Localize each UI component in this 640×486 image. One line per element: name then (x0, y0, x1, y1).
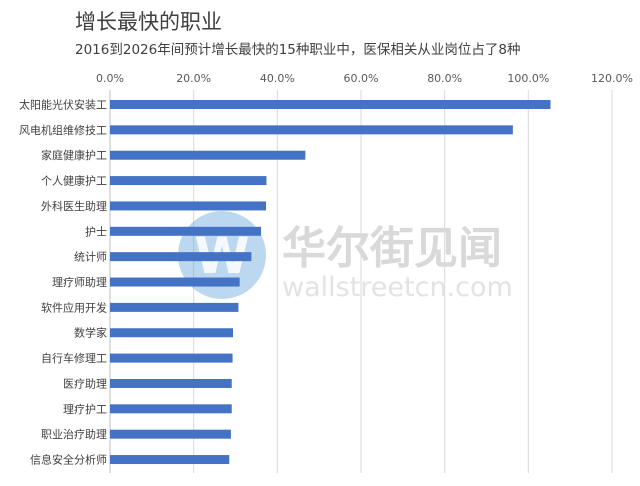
bar (110, 100, 551, 109)
category-label: 信息安全分析师 (30, 453, 107, 467)
category-label: 护士 (85, 224, 107, 238)
category-label: 风电机组维修技工 (19, 123, 107, 137)
x-tick-label: 40.0% (260, 72, 295, 85)
x-tick-label: 20.0% (176, 72, 211, 85)
watermark-url: wallstreetcn.com (282, 272, 513, 303)
x-tick-label: 100.0% (507, 72, 549, 85)
bar (110, 176, 267, 186)
chart-title: 增长最快的职业 (75, 10, 222, 34)
bar (110, 201, 267, 211)
category-label: 理疗师助理 (52, 275, 107, 289)
bar (110, 150, 306, 160)
bar (110, 328, 233, 338)
category-label: 理疗护工 (63, 402, 107, 416)
chart-subtitle: 2016到2026年间预计增长最快的15种职业中，医保相关从业岗位占了8种 (75, 42, 521, 58)
category-labels: 太阳能光伏安装工风电机组维修技工家庭健康护工个人健康护工外科医生助理护士统计师理… (19, 98, 107, 467)
x-axis-ticks: 0.0% 20.0% 40.0% 60.0% 80.0% 100.0% 120.0% (96, 72, 633, 85)
bar (110, 226, 262, 236)
bar (110, 378, 232, 388)
bar (110, 252, 252, 262)
bars (110, 100, 551, 465)
category-label: 个人健康护工 (41, 174, 107, 188)
x-tick-label: 80.0% (427, 72, 462, 85)
bar (110, 302, 239, 312)
category-label: 家庭健康护工 (41, 148, 107, 162)
category-label: 外科医生助理 (41, 199, 107, 213)
bar (110, 277, 240, 287)
category-label: 统计师 (74, 251, 107, 264)
x-tick-label: 0.0% (96, 72, 124, 85)
bar (110, 353, 233, 363)
category-label: 软件应用开发 (41, 300, 107, 314)
category-label: 数学家 (74, 326, 107, 340)
x-tick-label: 120.0% (591, 72, 633, 85)
bar (110, 455, 230, 465)
category-label: 自行车修理工 (41, 351, 107, 365)
category-label: 太阳能光伏安装工 (19, 98, 107, 112)
x-tick-label: 60.0% (344, 72, 379, 85)
watermark-name: 华尔街见闻 (282, 223, 502, 274)
category-label: 医疗助理 (63, 376, 107, 390)
bar (110, 429, 231, 439)
category-label: 职业治疗助理 (41, 427, 107, 441)
bar (110, 404, 232, 414)
bar (110, 125, 513, 135)
